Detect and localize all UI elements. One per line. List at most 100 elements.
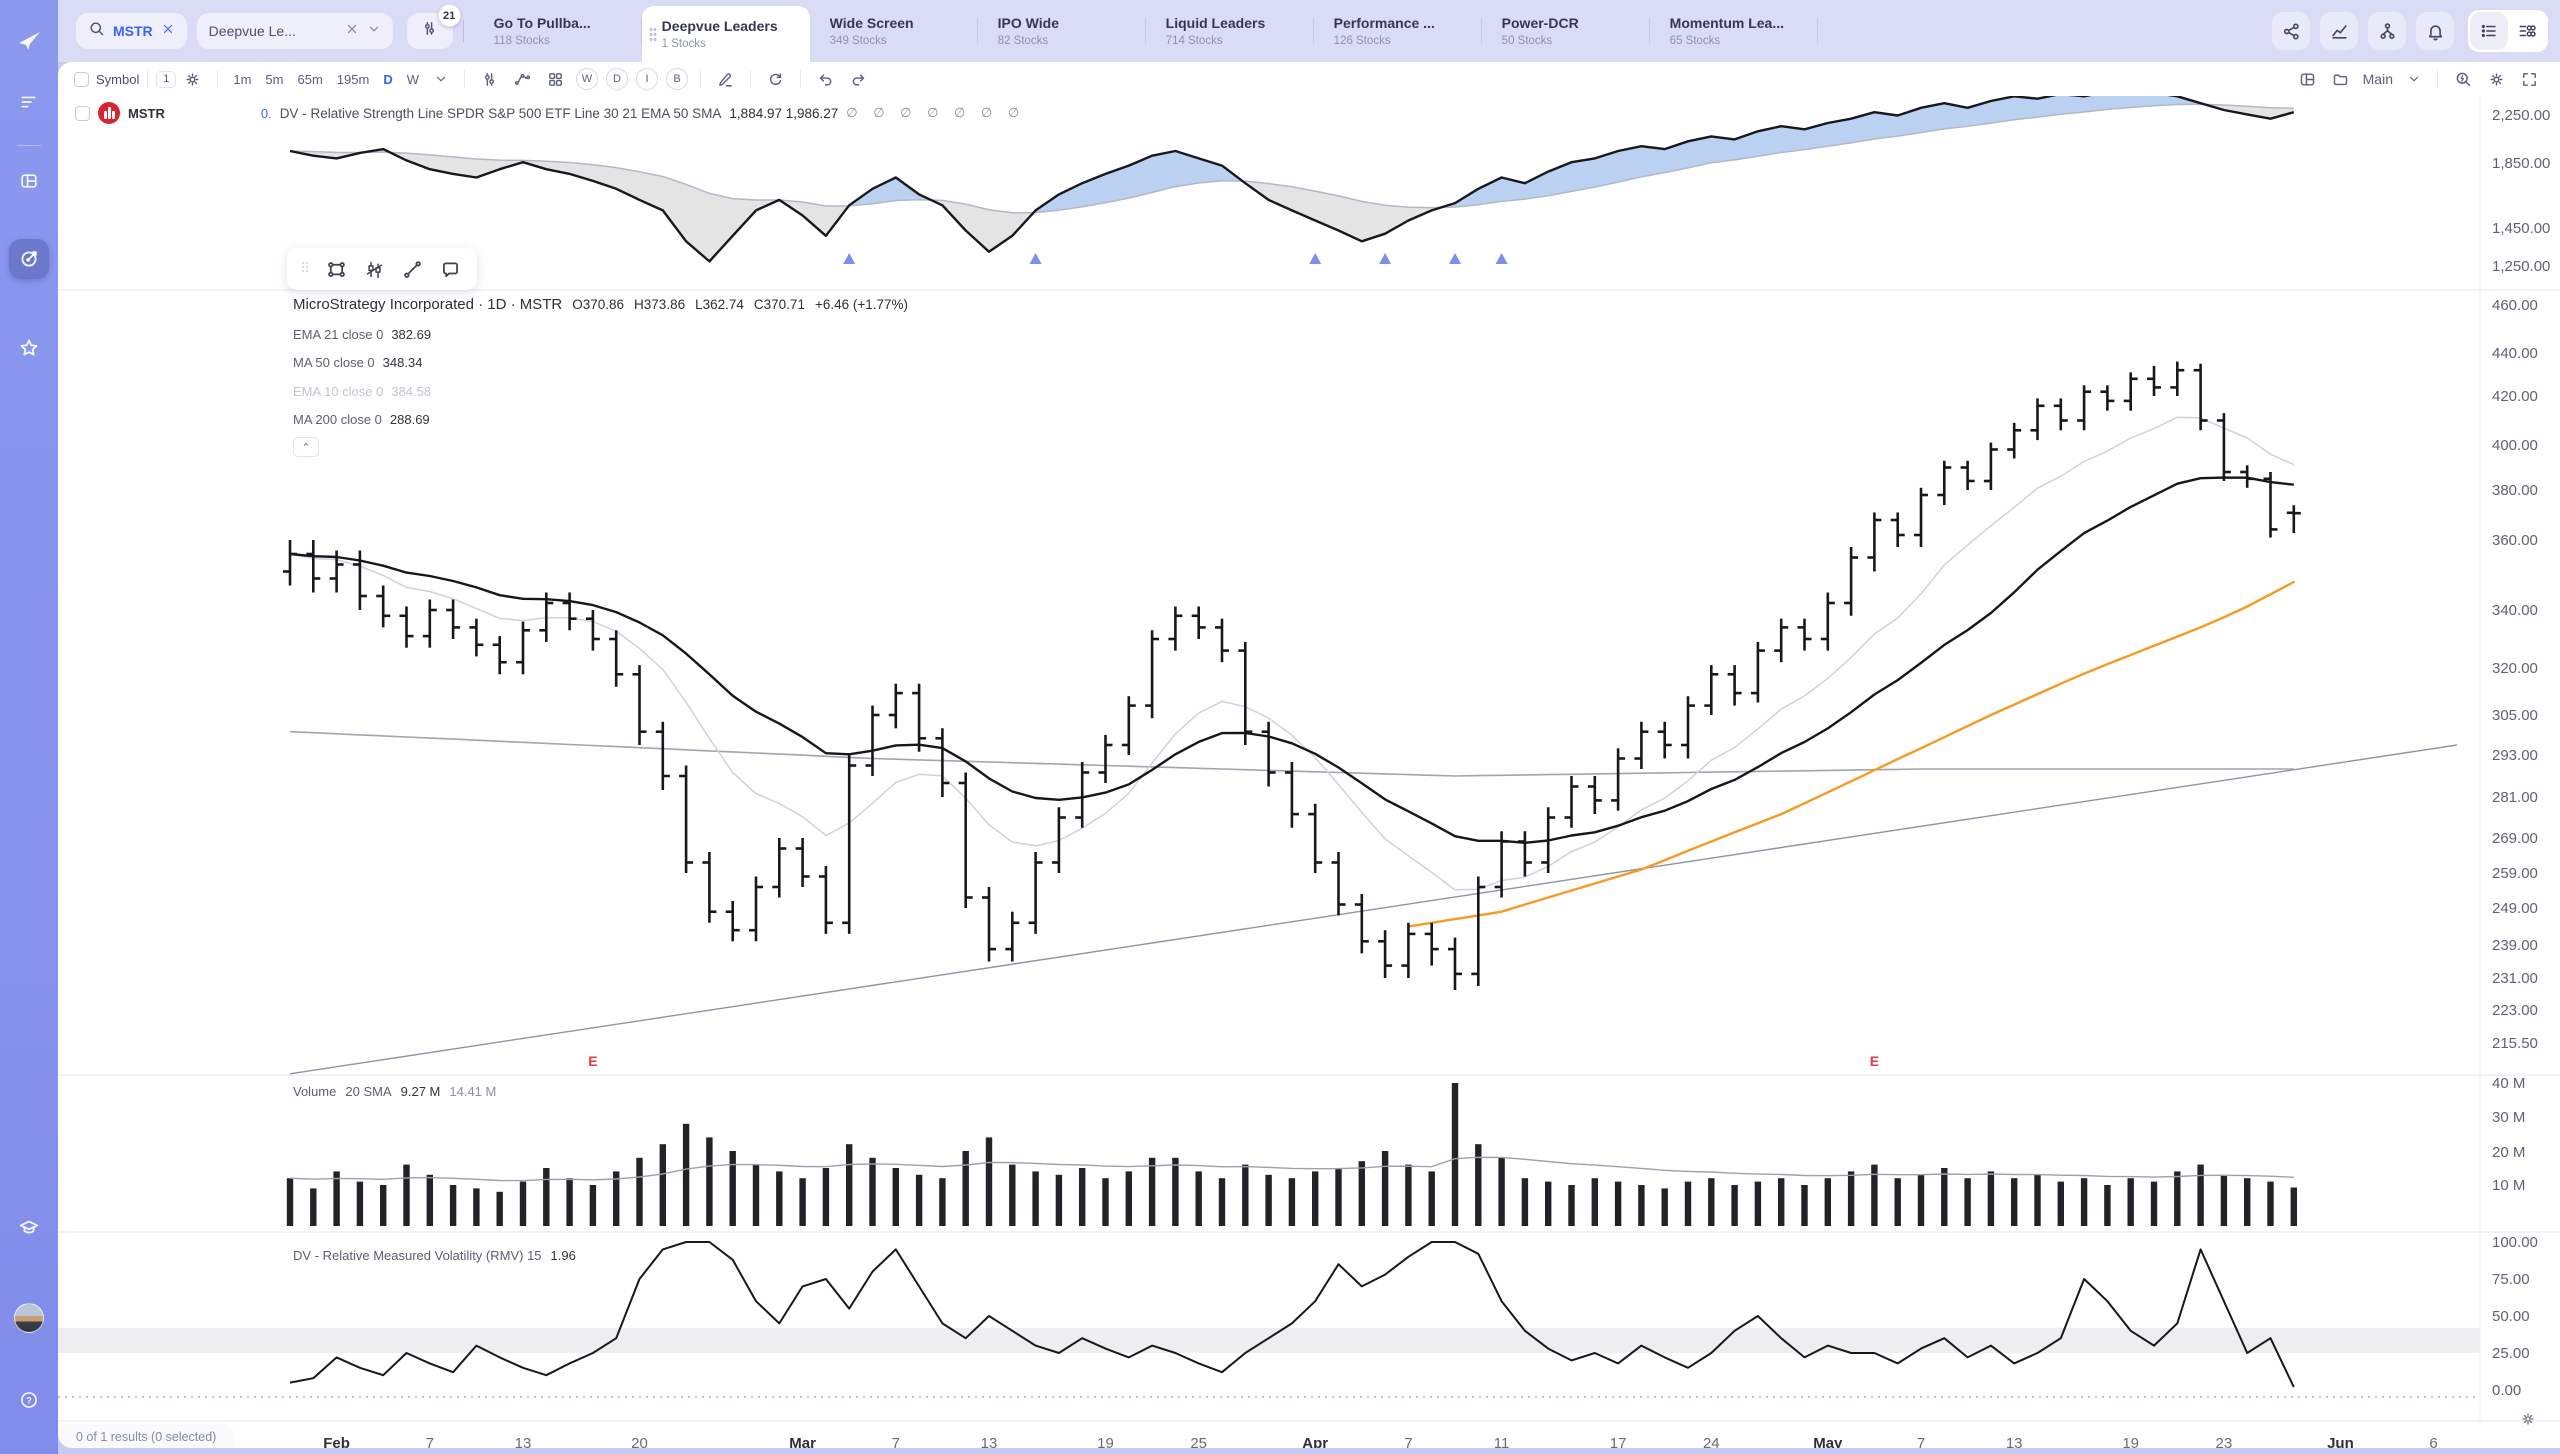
tab-label: Deepvue Leaders bbox=[661, 18, 778, 34]
grid-view-icon[interactable] bbox=[2508, 12, 2546, 50]
watchlist-tab-momentum-lea[interactable]: Momentum Lea... 65 Stocks bbox=[1650, 0, 1818, 62]
ma-legend-row[interactable]: MA 200 close 0 288.69 bbox=[293, 412, 908, 427]
search-value: MSTR bbox=[113, 23, 153, 39]
settings-gear-icon[interactable] bbox=[2488, 71, 2505, 88]
symbol-search-input[interactable]: MSTR bbox=[76, 13, 187, 49]
menu-lines-icon[interactable] bbox=[9, 82, 49, 122]
symbol-settings-gear-icon[interactable] bbox=[184, 71, 201, 88]
ohlc-low: L362.74 bbox=[695, 297, 744, 312]
timeframe-buttons: 1m 5m 65m 195m D W bbox=[226, 72, 426, 87]
share-icon[interactable] bbox=[2272, 12, 2310, 50]
svg-text:2,250.00: 2,250.00 bbox=[2492, 107, 2550, 124]
watchlist-tab-performance[interactable]: Performance ... 126 Stocks bbox=[1314, 0, 1482, 62]
toggle-b-button[interactable]: B bbox=[665, 68, 688, 90]
screener-target-icon[interactable] bbox=[9, 239, 49, 279]
tab-label: Go To Pullba... bbox=[493, 15, 591, 31]
hide-toggle-glyphs[interactable]: ∅ ∅ ∅ ∅ ∅ ∅ ∅ bbox=[846, 105, 1026, 120]
list-view-icon[interactable] bbox=[2470, 12, 2508, 50]
user-avatar[interactable] bbox=[14, 1303, 44, 1333]
watchlist-tab-liquid-leaders[interactable]: Liquid Leaders 714 Stocks bbox=[1146, 0, 1314, 62]
tab-count: 714 Stocks bbox=[1165, 35, 1223, 47]
timeframe-65m[interactable]: 65m bbox=[297, 71, 323, 87]
refresh-icon[interactable] bbox=[767, 71, 784, 88]
toggle-i-button[interactable]: I bbox=[635, 68, 658, 90]
watchlist-tab-ipo-wide[interactable]: IPO Wide 82 Stocks bbox=[978, 0, 1146, 62]
redo-icon[interactable] bbox=[850, 71, 867, 88]
symbol-label: Symbol bbox=[96, 71, 140, 87]
results-status: 0 of 1 results (0 selected) bbox=[60, 1426, 233, 1448]
chart-line-icon[interactable] bbox=[2320, 12, 2358, 50]
star-icon[interactable] bbox=[9, 328, 49, 368]
layout-chevron-down-icon[interactable] bbox=[2407, 72, 2421, 86]
row-checkbox[interactable] bbox=[75, 105, 90, 121]
deepvue-logo-icon[interactable] bbox=[9, 20, 49, 60]
drawing-toolbar bbox=[287, 248, 477, 290]
collapse-legend-button[interactable]: ⌃ bbox=[293, 437, 319, 457]
toggle-d-button[interactable]: D bbox=[605, 68, 628, 90]
ma-legend-row[interactable]: EMA 21 close 0 382.69 bbox=[293, 327, 908, 342]
education-cap-icon[interactable] bbox=[9, 1208, 49, 1248]
toggle-w-button[interactable]: W bbox=[575, 68, 598, 90]
clear-search-icon[interactable] bbox=[161, 22, 175, 41]
watchlist-tab-go-to-pullba[interactable]: Go To Pullba... 118 Stocks bbox=[474, 0, 642, 62]
svg-text:420.00: 420.00 bbox=[2492, 388, 2538, 405]
nodes-icon[interactable] bbox=[2368, 12, 2406, 50]
svg-text:7: 7 bbox=[426, 1435, 434, 1448]
indicator-sliders-icon[interactable] bbox=[481, 71, 498, 88]
symbol-checkbox[interactable] bbox=[74, 71, 89, 87]
bell-icon[interactable] bbox=[2416, 12, 2454, 50]
fullscreen-icon[interactable] bbox=[2521, 71, 2538, 88]
price-legend: MicroStrategy Incorporated · 1D · MSTR O… bbox=[293, 296, 908, 457]
help-icon[interactable]: ? bbox=[9, 1380, 49, 1420]
ma-legend-row[interactable]: EMA 10 close 0 384.58 bbox=[293, 384, 908, 399]
dashboard-icon[interactable] bbox=[9, 161, 49, 201]
volume-label[interactable]: Volume bbox=[293, 1084, 337, 1099]
comment-tool-icon[interactable] bbox=[433, 252, 467, 286]
indicator-title[interactable]: DV - Relative Strength Line SPDR S&P 500… bbox=[279, 105, 722, 121]
tab-drag-handle[interactable] bbox=[648, 27, 657, 41]
rmv-label[interactable]: DV - Relative Measured Volatility (RMV) … bbox=[293, 1248, 542, 1263]
watchlist-tab-power-dcr[interactable]: Power-DCR 50 Stocks bbox=[1482, 0, 1650, 62]
ma-value: 288.69 bbox=[389, 412, 430, 427]
svg-text:11: 11 bbox=[1494, 1435, 1510, 1448]
panel-layout-icon[interactable] bbox=[2299, 71, 2316, 88]
pattern-tool-icon[interactable] bbox=[357, 252, 391, 286]
timeframe-d[interactable]: D bbox=[383, 71, 393, 87]
timeframe-w[interactable]: W bbox=[406, 71, 419, 87]
zoom-flash-icon[interactable] bbox=[2454, 70, 2472, 88]
chart-title[interactable]: MicroStrategy Incorporated · 1D · MSTR bbox=[293, 296, 563, 313]
ma-label: EMA 10 close 0 bbox=[293, 383, 384, 399]
indicators-curve-icon[interactable] bbox=[514, 71, 531, 88]
app-sidebar: ? bbox=[0, 0, 58, 1454]
chart-settings-gear-icon[interactable] bbox=[2520, 1411, 2536, 1432]
timeframe-1m[interactable]: 1m bbox=[233, 71, 252, 87]
trendline-tool-icon[interactable] bbox=[395, 252, 429, 286]
watchlist-tab-deepvue-leaders[interactable]: Deepvue Leaders 1 Stocks bbox=[641, 6, 810, 62]
folder-icon[interactable] bbox=[2332, 71, 2349, 88]
drag-handle-icon[interactable] bbox=[297, 259, 313, 280]
screener-dropdown[interactable]: Deepvue Le... bbox=[196, 13, 393, 49]
timeframe-5m[interactable]: 5m bbox=[265, 71, 284, 87]
layout-name[interactable]: Main bbox=[2362, 71, 2393, 87]
tab-label: IPO Wide bbox=[997, 15, 1059, 31]
watchlist-tab-wide-screen[interactable]: Wide Screen 349 Stocks bbox=[810, 0, 978, 62]
rectangle-tool-icon[interactable] bbox=[319, 252, 353, 286]
topbar-right-icons bbox=[2262, 10, 2548, 52]
timeframe-chevron-down-icon[interactable] bbox=[434, 72, 448, 86]
svg-text:269.00: 269.00 bbox=[2492, 830, 2538, 847]
tab-label: Power-DCR bbox=[1501, 15, 1579, 31]
draw-pencil-icon[interactable] bbox=[717, 71, 734, 88]
filters-button[interactable]: 21 bbox=[406, 4, 461, 49]
symbol-ticker[interactable]: MSTR bbox=[128, 105, 165, 121]
tab-label: Momentum Lea... bbox=[1669, 15, 1785, 31]
timeframe-195m[interactable]: 195m bbox=[336, 71, 370, 87]
topbar-divider bbox=[462, 20, 464, 42]
clear-screener-icon[interactable] bbox=[345, 22, 359, 41]
price-chart[interactable]: E E 2,250.00 1,850.00 1,450.00 1,250.00 460.00… bbox=[58, 62, 2560, 1448]
indicator-header-row: MSTR 0. DV - Relative Strength Line SPDR… bbox=[75, 102, 1025, 124]
svg-text:E: E bbox=[588, 1053, 597, 1069]
ma-legend-row[interactable]: MA 50 close 0 348.34 bbox=[293, 355, 908, 370]
undo-icon[interactable] bbox=[817, 71, 834, 88]
layout-grid-icon[interactable] bbox=[547, 71, 564, 88]
